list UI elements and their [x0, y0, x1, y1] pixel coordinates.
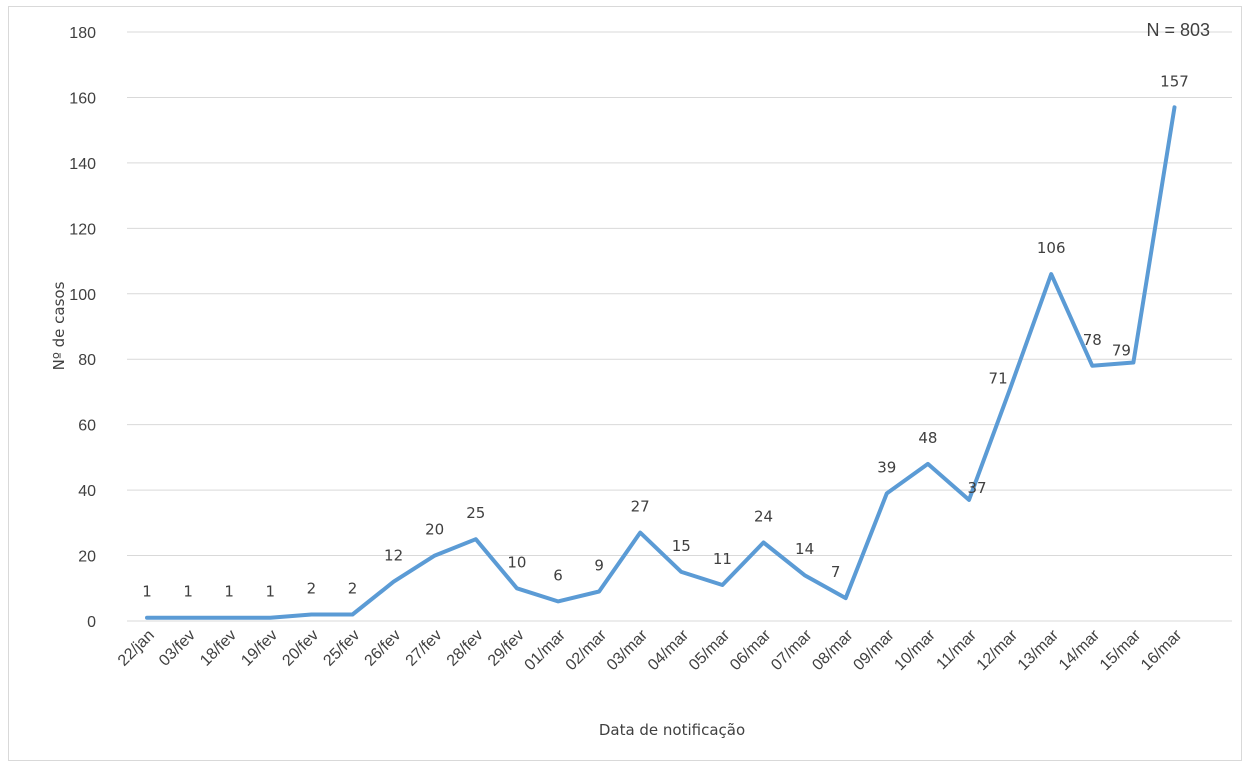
data-label: 1 [183, 583, 193, 601]
y-tick-label: 100 [69, 287, 96, 304]
y-tick-label: 160 [69, 90, 96, 107]
data-label: 14 [795, 540, 814, 558]
x-tick-label: 14/mar [1056, 626, 1104, 674]
x-tick-label: 27/fev [403, 627, 446, 670]
x-tick-label: 10/mar [891, 626, 939, 674]
data-label: 71 [989, 370, 1008, 388]
x-tick-label: 01/mar [522, 626, 570, 674]
x-tick-label: 11/mar [933, 626, 980, 673]
x-tick-label: 04/mar [645, 626, 693, 674]
data-label: 157 [1160, 72, 1189, 90]
x-tick-label: 07/mar [768, 626, 816, 674]
series-line [145, 105, 1177, 620]
data-label: 48 [918, 429, 937, 447]
y-tick-label: 120 [69, 221, 96, 238]
y-tick-label: 80 [78, 352, 96, 369]
data-label: 6 [553, 566, 563, 584]
data-label: 2 [348, 579, 358, 597]
y-axis-title: Nº de casos [50, 281, 68, 370]
x-tick-label: 29/fev [485, 627, 528, 670]
x-tick-label: 22/jan [115, 627, 158, 670]
y-axis-ticks: 0 20 40 60 80 100 120 140 160 180 [69, 25, 96, 631]
x-tick-label: 28/fev [444, 627, 487, 670]
gridlines [127, 31, 1232, 622]
x-tick-label: 20/fev [279, 627, 322, 670]
series-line-layer [145, 105, 1177, 620]
data-label: 7 [831, 563, 841, 581]
x-tick-label: 02/mar [563, 626, 611, 674]
data-label: 2 [307, 579, 317, 597]
data-label: 10 [507, 553, 526, 571]
y-tick-label: 60 [78, 418, 96, 435]
chart-frame [8, 6, 1242, 761]
data-label: 9 [594, 557, 604, 575]
x-tick-label: 06/mar [727, 626, 775, 674]
y-tick-label: 140 [69, 156, 96, 173]
x-tick-label: 26/fev [362, 627, 405, 670]
chart-annotation: N = 803 [1146, 20, 1210, 40]
x-axis-title: Data de notificação [599, 721, 745, 739]
x-tick-label: 08/mar [809, 626, 857, 674]
y-tick-label: 40 [78, 483, 96, 500]
y-tick-label: 0 [87, 614, 96, 631]
x-tick-label: 03/fev [156, 627, 199, 670]
x-tick-label: 25/fev [320, 627, 363, 670]
data-label: 106 [1037, 239, 1066, 257]
x-tick-label: 05/mar [686, 626, 734, 674]
x-tick-label: 12/mar [974, 626, 1022, 674]
data-label: 1 [142, 583, 152, 601]
data-label: 24 [754, 507, 773, 525]
data-label: 15 [672, 537, 691, 555]
data-label: 1 [266, 583, 276, 601]
x-tick-label: 16/mar [1138, 626, 1186, 674]
x-tick-label: 19/fev [238, 627, 281, 670]
data-labels: 1 1 1 1 2 21220251069271511241473948377110678… [142, 72, 1189, 600]
data-label: 37 [967, 479, 986, 497]
data-label: 12 [384, 547, 403, 565]
y-tick-label: 20 [78, 549, 96, 566]
x-tick-label: 09/mar [850, 626, 898, 674]
data-label: 25 [466, 504, 485, 522]
data-label: 78 [1083, 331, 1102, 349]
data-label: 39 [877, 458, 896, 476]
x-axis-ticks: 22/jan03/fev18/fev19/fev20/fev25/fev26/f… [115, 626, 1186, 674]
x-tick-label: 13/mar [1015, 626, 1063, 674]
x-tick-label: 18/fev [197, 627, 240, 670]
data-label: 1 [224, 583, 234, 601]
data-label: 11 [713, 550, 732, 568]
x-tick-label: 03/mar [604, 626, 652, 674]
data-label: 27 [631, 498, 650, 516]
data-label: 20 [425, 521, 444, 539]
y-tick-label: 180 [69, 25, 96, 42]
x-tick-label: 15/mar [1097, 626, 1145, 674]
data-label: 79 [1112, 341, 1131, 359]
